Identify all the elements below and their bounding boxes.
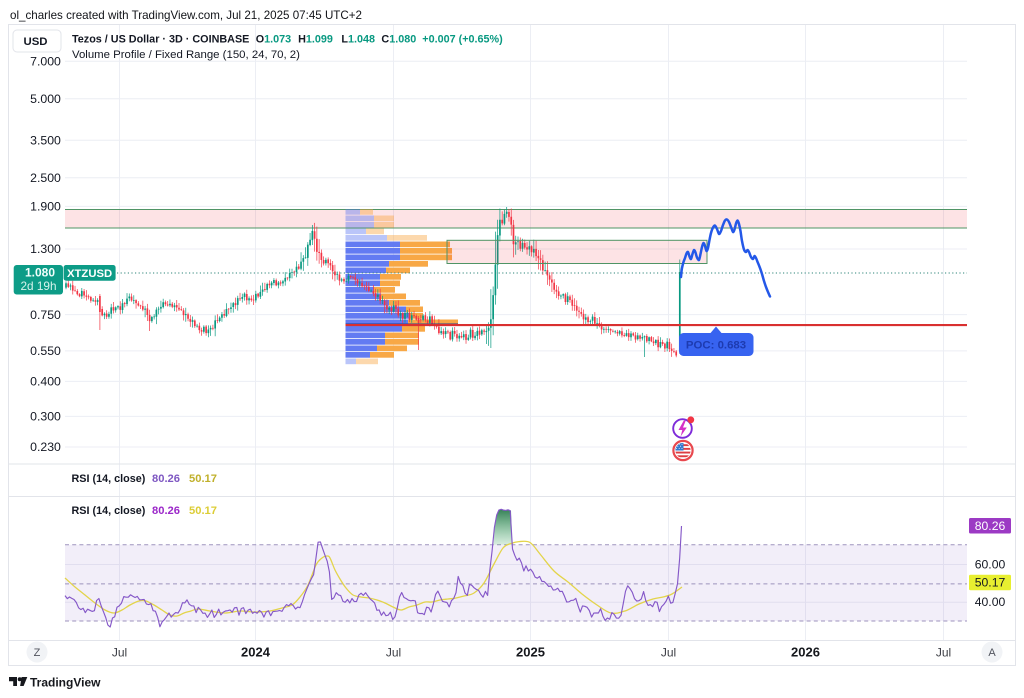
svg-text:0.300: 0.300 xyxy=(30,410,61,424)
svg-text:XTZUSD: XTZUSD xyxy=(67,268,112,280)
svg-text:80.26: 80.26 xyxy=(152,505,180,517)
svg-text:60.00: 60.00 xyxy=(975,558,1006,572)
svg-text:Jul: Jul xyxy=(936,646,951,660)
svg-text:0.550: 0.550 xyxy=(30,344,61,358)
svg-text:ol_charles created with Tradin: ol_charles created with TradingView.com,… xyxy=(10,9,362,22)
svg-text:RSI (14, close): RSI (14, close) xyxy=(72,505,146,517)
svg-text:0.400: 0.400 xyxy=(30,375,61,389)
svg-text:50.17: 50.17 xyxy=(975,576,1006,590)
svg-text:Tezos / US Dollar · 3D · COINB: Tezos / US Dollar · 3D · COINBASE xyxy=(72,34,249,46)
svg-text:2026: 2026 xyxy=(791,645,820,660)
svg-text:40.00: 40.00 xyxy=(975,595,1006,609)
svg-text:2024: 2024 xyxy=(241,645,271,660)
svg-text:O1.073: O1.073 xyxy=(256,34,291,46)
svg-text:1.080: 1.080 xyxy=(25,266,55,280)
svg-text:L1.048: L1.048 xyxy=(341,34,375,46)
svg-text:1.900: 1.900 xyxy=(30,200,61,214)
svg-text:2d 19h: 2d 19h xyxy=(20,279,56,293)
svg-text:0.230: 0.230 xyxy=(30,440,61,454)
svg-text:TradingView: TradingView xyxy=(30,676,101,690)
svg-text:2.500: 2.500 xyxy=(30,171,61,185)
svg-text:A: A xyxy=(988,647,996,659)
svg-text:USD: USD xyxy=(23,36,47,48)
svg-text:80.26: 80.26 xyxy=(152,473,180,485)
svg-text:50.17: 50.17 xyxy=(189,473,217,485)
svg-text:Volume Profile / Fixed Range (: Volume Profile / Fixed Range (150, 24, 7… xyxy=(72,49,300,61)
svg-text:H1.099: H1.099 xyxy=(298,34,333,46)
svg-text:C1.080: C1.080 xyxy=(381,34,416,46)
svg-text:RSI (14, close): RSI (14, close) xyxy=(72,473,146,485)
svg-text:Jul: Jul xyxy=(112,646,127,660)
svg-text:7.000: 7.000 xyxy=(30,55,61,69)
svg-text:3.500: 3.500 xyxy=(30,133,61,147)
svg-text:Jul: Jul xyxy=(386,646,401,660)
svg-text:0.750: 0.750 xyxy=(30,308,61,322)
svg-text:POC: 0.683: POC: 0.683 xyxy=(686,339,746,351)
svg-text:50.17: 50.17 xyxy=(189,505,217,517)
svg-text:Z: Z xyxy=(34,647,41,659)
svg-text:5.000: 5.000 xyxy=(30,92,61,106)
svg-text:Jul: Jul xyxy=(661,646,676,660)
svg-text:1.300: 1.300 xyxy=(30,242,61,256)
svg-text:+0.007 (+0.65%): +0.007 (+0.65%) xyxy=(422,34,503,46)
svg-text:80.26: 80.26 xyxy=(975,519,1006,533)
svg-text:2025: 2025 xyxy=(516,645,545,660)
